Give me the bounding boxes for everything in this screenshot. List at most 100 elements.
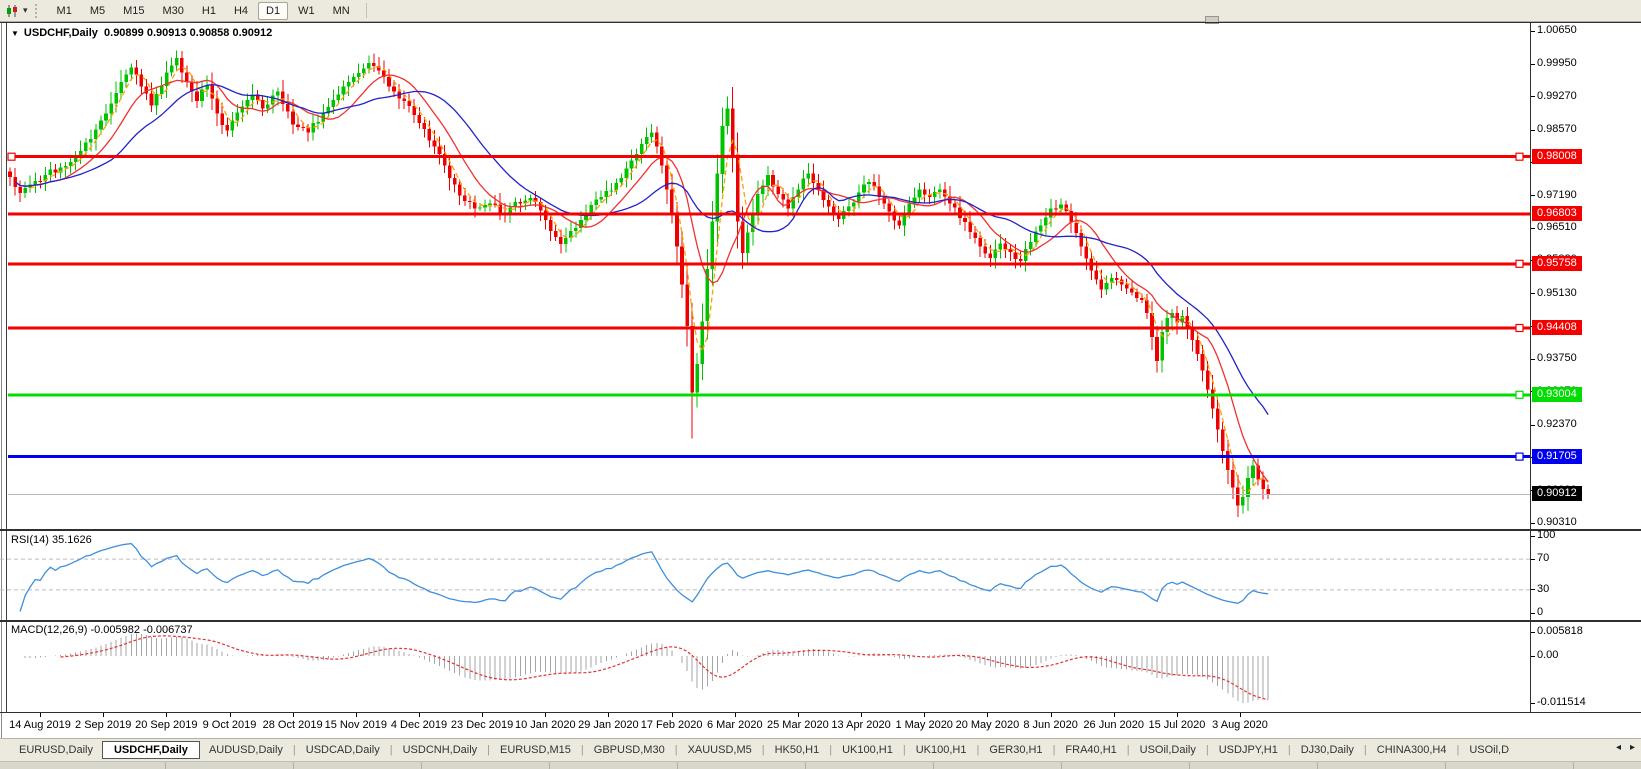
chart-tab-gbpusd-m30[interactable]: GBPUSD,M30 (593, 744, 665, 756)
scrollbar-thumb[interactable] (1205, 16, 1219, 24)
chart-tab-usdcad-daily[interactable]: USDCAD,Daily (305, 744, 380, 756)
timeframe-button-m5[interactable]: M5 (89, 4, 106, 17)
axis-tick (1531, 227, 1535, 229)
line-end-marker[interactable] (1515, 390, 1524, 399)
chart-tab-usoil-d[interactable]: USOil,D (1469, 744, 1510, 756)
line-end-marker[interactable] (1515, 259, 1524, 268)
timeframe-button-m30[interactable]: M30 (162, 4, 184, 17)
chart-ohlc-values: 0.90899 0.90913 0.90858 0.90912 (104, 27, 273, 39)
date-tick (734, 713, 736, 717)
chart-tab-eurusd-daily[interactable]: EURUSD,Daily (19, 744, 93, 756)
axis-tick (1531, 63, 1535, 65)
axis-tick (1531, 424, 1535, 426)
date-tick (1050, 713, 1052, 717)
rsi-level-label: 0 (1537, 606, 1544, 618)
tab-separator: | (580, 744, 584, 756)
chart-tool-icon[interactable] (4, 3, 22, 18)
tab-separator: | (292, 744, 296, 756)
price-axis: 1.006500.999500.992700.985700.978900.971… (1531, 0, 1641, 769)
date-tick (797, 713, 799, 717)
strip-separator (1445, 762, 1446, 769)
line-end-marker[interactable] (1515, 452, 1524, 461)
tab-separator: | (389, 744, 393, 756)
chart-tab-uk100-h1[interactable]: UK100,H1 (842, 744, 893, 756)
strip-separator (805, 762, 806, 769)
tab-separator: | (1287, 744, 1291, 756)
chart-tab-xauusd-m5[interactable]: XAUUSD,M5 (687, 744, 752, 756)
tab-scroll-right-icon[interactable]: ▸ (1629, 742, 1635, 753)
timeframe-button-w1[interactable]: W1 (298, 4, 315, 17)
price-tick-label: 0.92370 (1537, 418, 1577, 430)
chart-top-border (0, 22, 1641, 23)
date-label: 23 Dec 2019 (450, 719, 514, 731)
date-tick (1176, 713, 1178, 717)
timeframe-button-mn[interactable]: MN (332, 4, 350, 17)
chart-tab-usoil-daily[interactable]: USOil,Daily (1139, 744, 1196, 756)
chart-tab-china300-h4[interactable]: CHINA300,H4 (1376, 744, 1447, 756)
timeframe-button-h4[interactable]: H4 (233, 4, 249, 17)
chart-tab-usdjpy-h1[interactable]: USDJPY,H1 (1218, 744, 1278, 756)
window-left-border (1, 22, 2, 761)
chart-tab-ger30-h1[interactable]: GER30,H1 (989, 744, 1043, 756)
date-label: 13 Apr 2020 (831, 719, 891, 731)
strip-separator (549, 762, 550, 769)
tab-separator: | (1052, 744, 1056, 756)
moving-average-line-21 (14, 83, 1269, 415)
line-end-marker[interactable] (1515, 152, 1524, 161)
tab-separator: | (674, 744, 678, 756)
macd-svg[interactable] (0, 622, 1530, 712)
chart-tab-usdcnh-daily[interactable]: USDCNH,Daily (402, 744, 478, 756)
tab-separator: | (1456, 744, 1460, 756)
tab-separator: | (761, 744, 765, 756)
date-label: 10 Jan 2020 (515, 719, 576, 731)
chart-tab-uk100-h1[interactable]: UK100,H1 (915, 744, 967, 756)
tab-scroll-left-icon[interactable]: ◂ (1615, 742, 1621, 753)
panel-splitter-rsi[interactable] (0, 529, 1641, 531)
date-label: 25 Mar 2020 (767, 719, 829, 731)
timeframe-button-m1[interactable]: M1 (56, 4, 72, 17)
collapse-icon[interactable]: ▼ (11, 29, 19, 38)
line-end-marker[interactable] (7, 152, 16, 161)
strip-separator (1573, 762, 1574, 769)
main-chart-svg[interactable] (0, 22, 1530, 529)
date-label: 2 Sep 2019 (75, 719, 132, 731)
date-label: 1 May 2020 (895, 719, 953, 731)
date-tick (924, 713, 926, 717)
macd-level-label: 0.005818 (1537, 625, 1583, 638)
chart-tab-usdchf-daily[interactable]: USDCHF,Daily (101, 741, 200, 759)
strip-separator (933, 762, 934, 769)
timeframe-button-h1[interactable]: H1 (201, 4, 216, 17)
timeframe-button-m15[interactable]: M15 (123, 4, 145, 17)
strip-separator (677, 762, 678, 769)
tab-separator: | (1363, 744, 1367, 756)
axis-tick (1531, 655, 1535, 657)
date-tick (482, 713, 484, 717)
panel-splitter-macd[interactable] (0, 620, 1641, 622)
chart-tab-hk50-h1[interactable]: HK50,H1 (774, 744, 820, 756)
price-axis-line (1530, 22, 1531, 713)
chart-symbol-label: USDCHF,Daily (23, 27, 98, 39)
line-end-marker[interactable] (1515, 323, 1524, 333)
price-line-label: 0.96803 (1532, 206, 1582, 221)
chart-tab-fra40-h1[interactable]: FRA40,H1 (1065, 744, 1117, 756)
chart-tab-audusd-daily[interactable]: AUDUSD,Daily (208, 744, 283, 756)
tab-separator: | (487, 744, 491, 756)
price-tick-label: 0.99950 (1537, 57, 1577, 70)
axis-tick (1531, 589, 1535, 591)
macd-signal-line (60, 635, 1269, 701)
chart-tab-dj30-daily[interactable]: DJ30,Daily (1300, 744, 1354, 756)
toolbar: ▾ M1 M5 M15 M30 H1 H4 D1 W1 MN (0, 0, 1641, 22)
strip-separator (1189, 762, 1190, 769)
timeframe-button-d1[interactable]: D1 (258, 1, 289, 20)
chart-type-caret-icon[interactable]: ▾ (23, 5, 28, 15)
macd-level-label: 0.00 (1537, 649, 1559, 661)
axis-tick (1531, 30, 1535, 32)
chart-tab-eurusd-m15[interactable]: EURUSD,M15 (500, 744, 571, 756)
price-line-label: 0.93004 (1532, 386, 1582, 402)
axis-tick (1531, 558, 1535, 560)
macd-histogram (24, 633, 1269, 703)
moving-average-line-10 (14, 74, 1269, 483)
rsi-svg[interactable] (0, 531, 1530, 620)
tab-strip (0, 761, 1641, 769)
date-tick (103, 713, 105, 717)
